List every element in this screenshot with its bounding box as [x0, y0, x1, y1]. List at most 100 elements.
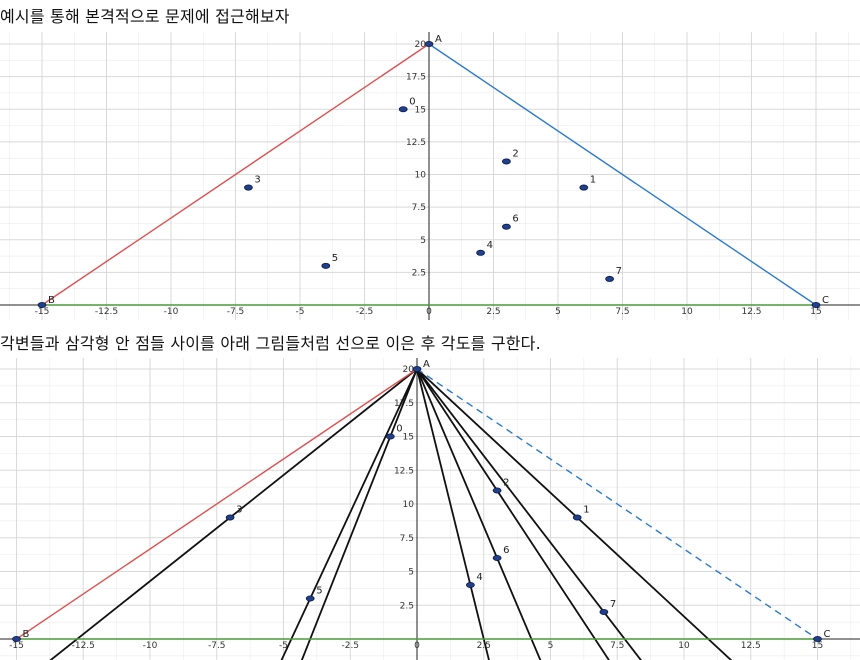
x-tick-label: -12.5 [95, 307, 118, 317]
point-label: 6 [503, 545, 509, 556]
y-tick-label: 10 [403, 500, 415, 510]
x-tick-label: 0 [414, 641, 420, 651]
edge-AB [41, 43, 430, 306]
vertex-label: B [48, 295, 55, 306]
point-1 [579, 184, 589, 191]
x-tick-label: 10 [681, 307, 693, 317]
point-2 [501, 158, 511, 165]
vertex-label: C [822, 295, 829, 306]
ray-line-2 [416, 368, 610, 660]
y-tick-label: 7.5 [412, 203, 426, 213]
x-tick-label: 10 [678, 641, 690, 651]
point-label: 5 [316, 586, 322, 597]
point-7 [599, 608, 609, 615]
point-5 [321, 262, 331, 269]
point-label: 4 [487, 240, 493, 251]
x-tick-label: -7.5 [227, 307, 245, 317]
edge-AC [428, 43, 817, 306]
vertex-a [412, 365, 422, 372]
x-tick-label: 5 [548, 641, 554, 651]
y-tick-label: 2.5 [412, 268, 426, 278]
vertex-label: A [423, 359, 430, 370]
point-label: 7 [610, 599, 616, 610]
caption-top: 예시를 통해 본격적으로 문제에 접근해보자 [0, 7, 290, 26]
x-tick-label: 12.5 [741, 641, 761, 651]
point-label: 3 [236, 505, 242, 516]
point-0 [398, 106, 408, 113]
caption-bottom: 각변들과 삼각형 안 점들 사이를 아래 그림들처럼 선으로 이은 후 각도를 … [0, 334, 541, 353]
y-tick-label: 5 [408, 568, 414, 578]
point-label: 1 [583, 505, 589, 516]
x-tick-label: 2.5 [486, 307, 500, 317]
edge-AB [16, 368, 418, 640]
diagram-panel-top: -15 -12.5 -10 -7.5 -5 -2.5 0 2.5 5 7.5 10 12.5 15 2.5… [0, 32, 860, 320]
x-tick-label: 2.5 [477, 641, 491, 651]
y-tick-label: 15 [415, 105, 426, 115]
y-tick-label: 2.5 [400, 601, 414, 611]
point-label: 1 [590, 175, 596, 186]
ray-line-3 [49, 368, 418, 660]
point-2 [492, 487, 502, 494]
vertex-label: C [824, 629, 831, 640]
x-tick-label: -2.5 [356, 307, 374, 317]
edge-AC [416, 368, 818, 640]
y-tick-label: 17.5 [406, 73, 426, 83]
ray-line-4 [416, 368, 490, 660]
x-tick-label: 12.5 [741, 307, 761, 317]
ray-line-0 [300, 368, 418, 660]
y-tick-label: 12.5 [394, 466, 414, 476]
point-label: 7 [616, 266, 622, 277]
point-label: 2 [503, 478, 509, 489]
x-tick-label: -15 [9, 641, 24, 651]
grid-lines [0, 32, 860, 320]
point-1 [572, 514, 582, 521]
x-tick-label: 7.5 [610, 641, 624, 651]
point-4 [476, 249, 486, 256]
point-label: 0 [396, 424, 402, 435]
x-tick-label: 0 [426, 307, 432, 317]
point-6 [501, 223, 511, 230]
y-tick-label: 10 [415, 171, 427, 181]
y-tick-label: 12.5 [406, 138, 426, 148]
ray-line-7 [416, 368, 642, 660]
vertex-a [424, 40, 434, 47]
triangle-diagram-rays: -15 -12.5 -10 -7.5 -5 -2.5 0 2.5 5 7.5 10 12.5 152.5… [0, 358, 860, 660]
x-tick-label: -15 [35, 307, 50, 317]
x-tick-label: 7.5 [615, 307, 629, 317]
vertex-label: A [435, 34, 442, 45]
x-tick-label: 15 [812, 641, 823, 651]
grid-lines [0, 358, 860, 660]
point-label: 4 [476, 572, 482, 583]
triangle-diagram-top: -15 -12.5 -10 -7.5 -5 -2.5 0 2.5 5 7.5 10 12.5 152.5… [0, 32, 860, 320]
y-tick-label: 7.5 [400, 534, 414, 544]
y-tick-label: 20 [415, 40, 427, 50]
point-label: 5 [332, 253, 338, 264]
ray-line-5 [280, 368, 418, 660]
point-3 [243, 184, 253, 191]
point-4 [465, 581, 475, 588]
x-tick-label: 15 [810, 307, 821, 317]
point-label: 3 [254, 175, 260, 186]
point-label: 0 [409, 96, 415, 107]
x-tick-label: -2.5 [341, 641, 359, 651]
vertex-b [12, 635, 21, 642]
point-6 [492, 554, 502, 561]
vertex-b [37, 301, 47, 308]
x-tick-label: -12.5 [72, 641, 95, 651]
point-label: 2 [512, 148, 518, 159]
x-tick-label: -7.5 [208, 641, 226, 651]
x-tick-label: -10 [143, 641, 158, 651]
vertex-c [813, 635, 822, 642]
point-3 [225, 514, 235, 521]
point-0 [385, 433, 395, 440]
diagram-panel-bottom: -15 -12.5 -10 -7.5 -5 -2.5 0 2.5 5 7.5 10 12.5 15 2.5… [0, 358, 860, 660]
x-tick-label: -10 [164, 307, 179, 317]
y-tick-label: 20 [403, 365, 415, 375]
x-tick-label: 5 [555, 307, 561, 317]
x-tick-label: -5 [296, 307, 305, 317]
point-5 [305, 595, 315, 602]
point-7 [605, 275, 614, 282]
y-tick-label: 15 [403, 433, 414, 443]
vertex-c [811, 301, 821, 308]
rays-from-A [49, 368, 733, 660]
